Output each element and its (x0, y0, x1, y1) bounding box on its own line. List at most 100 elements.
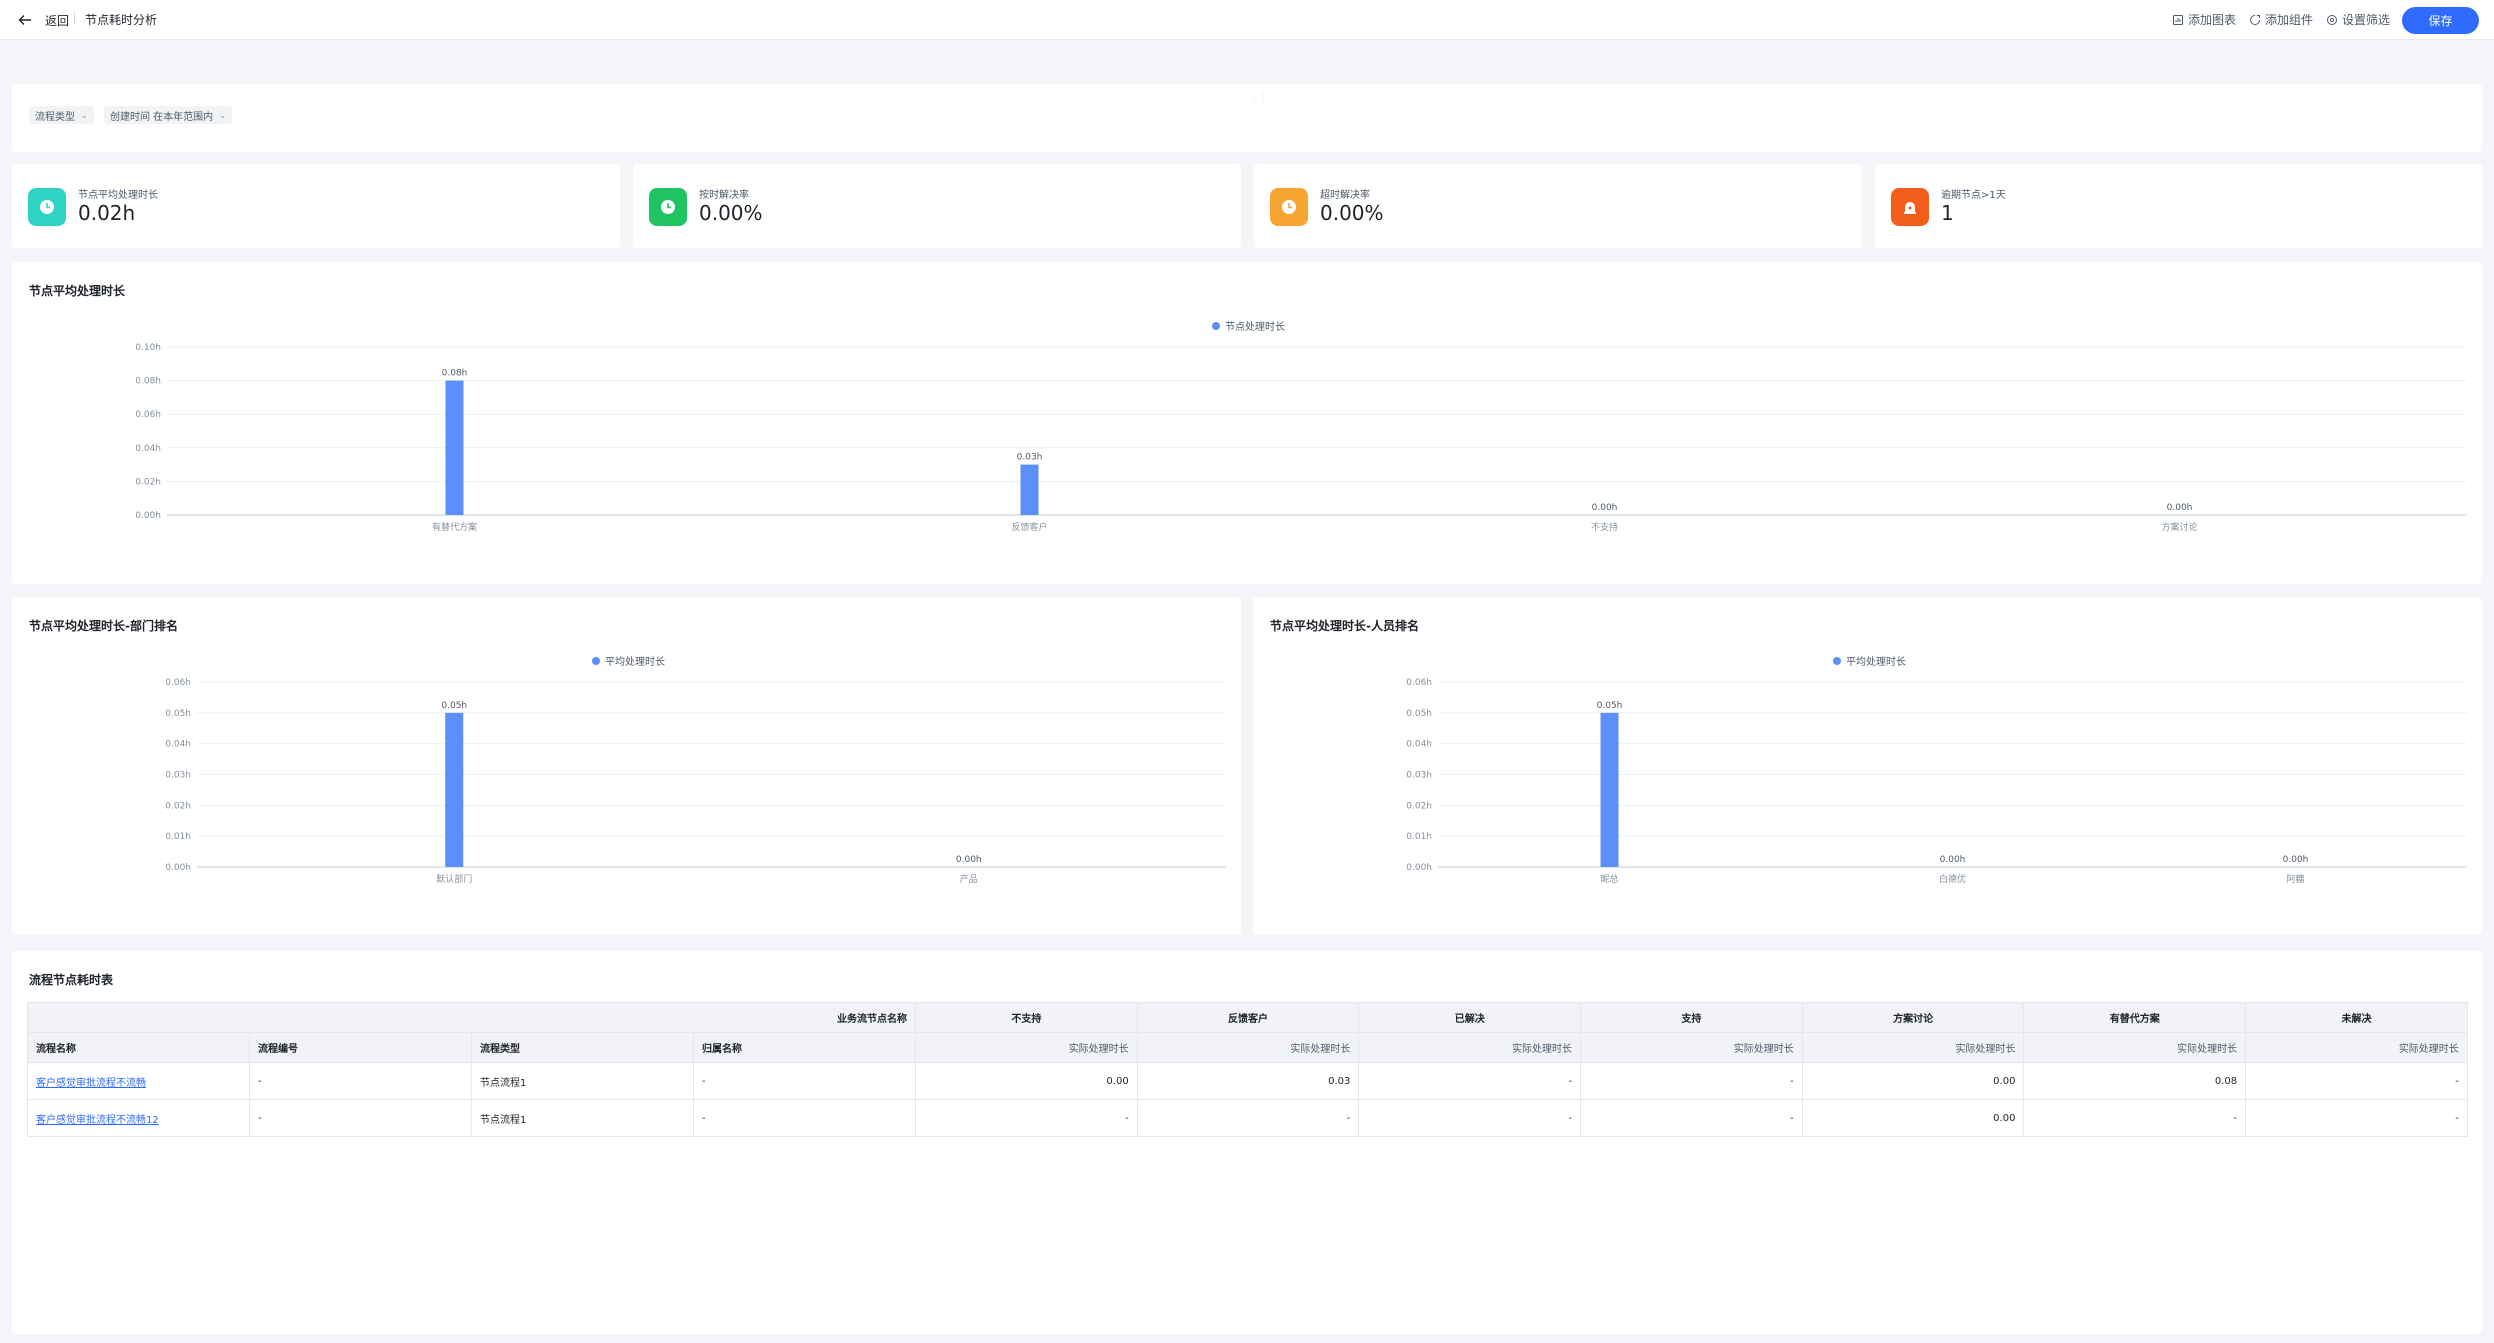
legend-label: 平均处理时长 (1846, 657, 1906, 668)
table-row: 客户感觉审批流程不流畅 - 节点流程1 - 0.00 0.03 - - 0.00… (27, 1062, 2468, 1100)
y-tick-label: 0.04h (135, 444, 161, 454)
process-name-link[interactable]: 客户感觉审批流程不流畅12 (36, 1114, 159, 1126)
add-chart-label: 添加图表 (2188, 13, 2237, 27)
data-label: 0.00h (1940, 855, 1966, 865)
y-tick-label: 0.03h (1406, 771, 1432, 781)
y-tick-label: 0.01h (165, 832, 191, 842)
kpi-label: 超时解决率 (1320, 190, 1370, 201)
chart-legend[interactable]: 节点处理时长 (1212, 318, 1285, 333)
kpi-label: 逾期节点>1天 (1941, 190, 2006, 201)
chart-card-main: 节点平均处理时长 节点处理时长 0.00h 0.02h 0.04h 0.06h 0.08… (12, 262, 2482, 584)
x-tick-label: 阿糖 (2286, 873, 2304, 885)
table-cell: 节点流程1 (471, 1099, 694, 1137)
page-title: 节点耗时分析 (85, 13, 158, 27)
set-filter-button[interactable]: 设置筛选 (2326, 11, 2390, 28)
chart-card-person: 节点平均处理时长-人员排名 平均处理时长 0.00h 0.01h 0.02h 0.03… (1253, 597, 2482, 935)
sub-column-header: 实际处理时长 (1358, 1032, 1582, 1063)
arrow-left-icon[interactable] (17, 12, 33, 28)
y-tick-label: 0.06h (165, 678, 191, 688)
table-cell: - (693, 1099, 916, 1137)
table-subheader-row: 流程名称 流程编号 流程类型 归属名称 实际处理时长 实际处理时长 实际处理时长… (27, 1032, 2468, 1063)
chart-icon (2173, 14, 2183, 25)
table-cell: - (1358, 1062, 1582, 1100)
table-cell: 节点流程1 (471, 1062, 694, 1100)
sub-column-header: 实际处理时长 (915, 1032, 1138, 1063)
alarm-icon (1891, 188, 1929, 226)
y-tick-label: 0.04h (165, 740, 191, 750)
table-cell: 0.03 (1136, 1062, 1360, 1100)
legend-dot (592, 656, 600, 665)
column-header[interactable]: 已解决 (1358, 1002, 1582, 1033)
bar-chart-main: 0.00h 0.02h 0.04h 0.06h 0.08h 0.10h 0.08h 有替代方案… (135, 343, 2467, 533)
kpi-value: 0.00% (699, 201, 763, 225)
table-row: 客户感觉审批流程不流畅12 - 节点流程1 - - - - - 0.00 - - (27, 1099, 2468, 1137)
kpi-value: 1 (1941, 201, 1954, 225)
x-tick-label: 默认部门 (436, 873, 472, 885)
y-tick-label: 0.03h (165, 771, 191, 781)
drag-handle-icon[interactable]: ⋮⋮ (1250, 93, 1268, 102)
column-header[interactable]: 有替代方案 (2023, 1002, 2247, 1033)
data-label: 0.00h (956, 855, 982, 865)
column-header[interactable]: 方案讨论 (1801, 1002, 2025, 1033)
y-tick-label: 0.05h (1406, 709, 1432, 719)
y-tick-label: 0.10h (135, 343, 161, 353)
bar-chart-dept: 0.00h 0.01h 0.02h 0.03h 0.04h 0.05h 0.06h 0.05h… (165, 678, 1226, 885)
y-tick-label: 0.00h (135, 511, 161, 521)
table-title: 流程节点耗时表 (29, 973, 114, 987)
data-label: 0.08h (442, 369, 468, 379)
table-cell: - (2245, 1099, 2468, 1137)
chart-title: 节点平均处理时长 (29, 284, 126, 298)
data-label: 0.00h (2167, 503, 2193, 513)
y-tick-label: 0.00h (165, 863, 191, 873)
kpi-value: 0.02h (78, 201, 136, 225)
y-tick-label: 0.04h (1406, 740, 1432, 750)
top-bar: 返回 节点耗时分析 添加图表 添加组件 设置筛选 保存 (0, 0, 2494, 40)
sub-column-header: 实际处理时长 (1801, 1032, 2025, 1063)
table-cell: - (693, 1062, 916, 1100)
data-label: 0.05h (1597, 701, 1623, 711)
x-tick-label: 白德优 (1939, 873, 1966, 885)
column-header[interactable]: 归属名称 (693, 1032, 916, 1063)
legend-label: 节点处理时长 (1225, 322, 1285, 333)
kpi-card-avg-duration: 节点平均处理时长 0.02h (12, 164, 620, 248)
back-link[interactable]: 返回 (45, 14, 70, 28)
process-name-link[interactable]: 客户感觉审批流程不流畅 (36, 1077, 146, 1089)
chart-legend[interactable]: 平均处理时长 (1833, 653, 1906, 668)
x-tick-label: 不支持 (1591, 521, 1618, 533)
y-tick-label: 0.08h (135, 377, 161, 387)
chart-title: 节点平均处理时长-部门排名 (29, 619, 178, 633)
kpi-card-overdue-rate: 超时解决率 0.00% (1254, 164, 1862, 248)
filter-process-type[interactable]: 流程类型 ⌄ (29, 106, 94, 124)
chart-title: 节点平均处理时长-人员排名 (1270, 619, 1419, 633)
column-header[interactable]: 流程名称 (27, 1032, 250, 1063)
add-component-label: 添加组件 (2265, 13, 2314, 27)
add-chart-button[interactable]: 添加图表 (2172, 11, 2236, 28)
x-tick-label: 方案讨论 (2161, 521, 2197, 533)
column-header[interactable]: 支持 (1580, 1002, 1803, 1033)
chevron-down-icon: ⌄ (81, 110, 88, 120)
column-header[interactable]: 流程编号 (249, 1032, 472, 1063)
bar (1020, 464, 1039, 515)
node-duration-table: 业务流节点名称 不支持 反馈客户 已解决 支持 方案讨论 有替代方案 未解决 流… (27, 1002, 2468, 1137)
table-cell: 0.00 (1801, 1062, 2025, 1100)
save-button[interactable]: 保存 (2402, 7, 2479, 34)
filter-create-time[interactable]: 创建时间 在本年范围内 ⌄ (104, 106, 232, 124)
filter-bar: ⋮⋮ 流程类型 ⌄ 创建时间 在本年范围内 ⌄ (12, 84, 2482, 152)
table-cell: - (2245, 1062, 2468, 1100)
x-tick-label: 反馈客户 (1011, 521, 1047, 533)
chart-legend[interactable]: 平均处理时长 (592, 653, 665, 668)
column-header[interactable]: 不支持 (915, 1002, 1138, 1033)
column-header[interactable]: 流程类型 (471, 1032, 694, 1063)
kpi-card-overdue-nodes: 逾期节点>1天 1 (1875, 164, 2483, 248)
x-tick-label: 昵总 (1600, 873, 1618, 885)
column-header[interactable]: 未解决 (2245, 1002, 2468, 1033)
table-cell: - (1580, 1062, 1803, 1100)
clock-icon (28, 188, 66, 226)
add-component-button[interactable]: 添加组件 (2249, 11, 2313, 28)
column-header[interactable]: 反馈客户 (1136, 1002, 1360, 1033)
component-icon (2250, 14, 2260, 25)
y-tick-label: 0.06h (1406, 678, 1432, 688)
table-cell: - (1358, 1099, 1582, 1137)
kpi-card-ontime-rate: 按时解决率 0.00% (633, 164, 1241, 248)
bar-chart-person: 0.00h 0.01h 0.02h 0.03h 0.04h 0.05h 0.06h 0.05h… (1406, 678, 2467, 885)
